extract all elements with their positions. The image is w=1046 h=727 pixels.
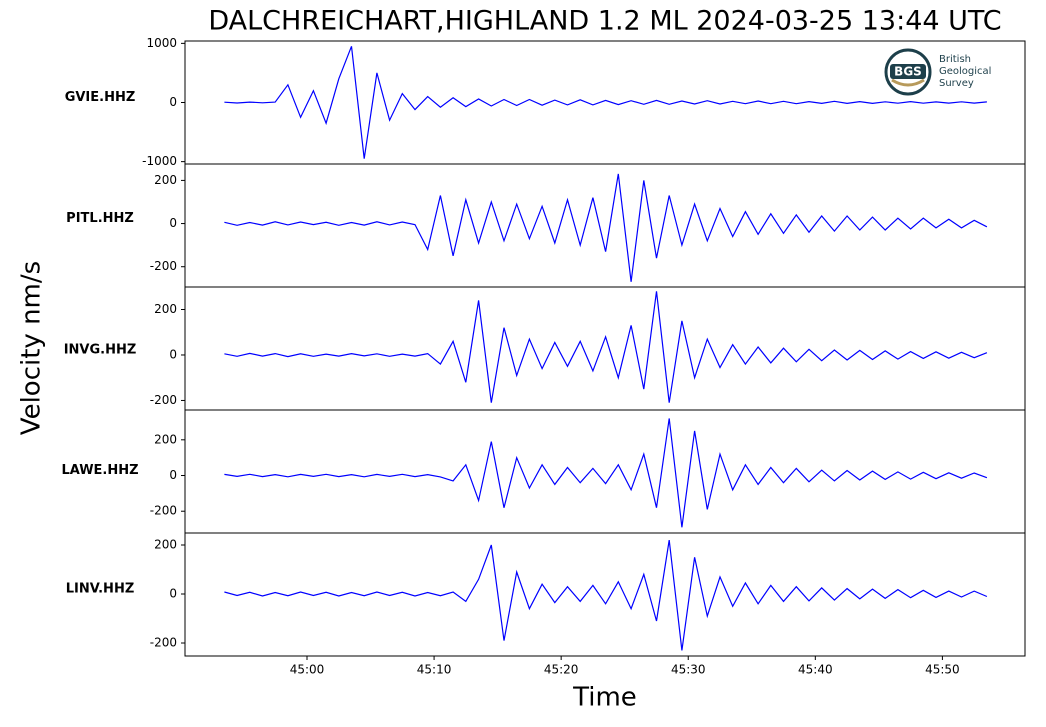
y-tick-label: 200 bbox=[154, 432, 177, 446]
station-label: PITL.HHZ bbox=[66, 211, 134, 226]
y-tick-label: 200 bbox=[154, 302, 177, 316]
y-axis-label: Velocity nm/s bbox=[17, 261, 47, 435]
y-tick-label: 0 bbox=[169, 216, 177, 230]
x-tick-label: 45:10 bbox=[417, 663, 452, 677]
y-tick-label: 200 bbox=[154, 173, 177, 187]
y-tick-label: -1000 bbox=[142, 154, 177, 168]
y-tick-label: 1000 bbox=[146, 36, 177, 50]
y-tick-label: 0 bbox=[169, 347, 177, 361]
x-tick-label: 45:40 bbox=[798, 663, 833, 677]
logo: BGS British Geological Survey bbox=[884, 48, 991, 96]
y-tick-label: -200 bbox=[150, 636, 177, 650]
trace bbox=[224, 540, 988, 651]
station-label: INVG.HHZ bbox=[64, 342, 137, 357]
y-tick-label: -200 bbox=[150, 504, 177, 518]
logo-mark: BGS bbox=[894, 65, 922, 79]
x-tick-label: 45:20 bbox=[544, 663, 579, 677]
y-tick-label: 200 bbox=[154, 538, 177, 552]
station-label: LINV.HHZ bbox=[66, 582, 135, 597]
y-tick-label: -200 bbox=[150, 259, 177, 273]
x-tick-label: 45:00 bbox=[290, 663, 325, 677]
trace bbox=[224, 291, 988, 403]
logo-field bbox=[891, 78, 925, 87]
y-tick-label: 0 bbox=[169, 468, 177, 482]
logo-text: Survey bbox=[939, 78, 974, 89]
logo-text: Geological bbox=[939, 66, 991, 77]
trace bbox=[224, 46, 987, 159]
y-tick-label: 0 bbox=[169, 95, 177, 109]
y-tick-label: 0 bbox=[169, 587, 177, 601]
station-label: GVIE.HHZ bbox=[65, 90, 136, 105]
x-tick-label: 45:50 bbox=[925, 663, 960, 677]
logo-text: British bbox=[939, 54, 971, 65]
trace bbox=[224, 418, 988, 528]
x-axis-label: Time bbox=[572, 683, 637, 713]
logo-badge bbox=[890, 64, 926, 79]
chart-title: DALCHREICHART,HIGHLAND 1.2 ML 2024-03-25… bbox=[208, 6, 1001, 37]
x-tick-label: 45:30 bbox=[671, 663, 706, 677]
station-label: LAWE.HHZ bbox=[61, 463, 138, 478]
y-tick-label: -200 bbox=[150, 393, 177, 407]
trace bbox=[224, 173, 988, 282]
